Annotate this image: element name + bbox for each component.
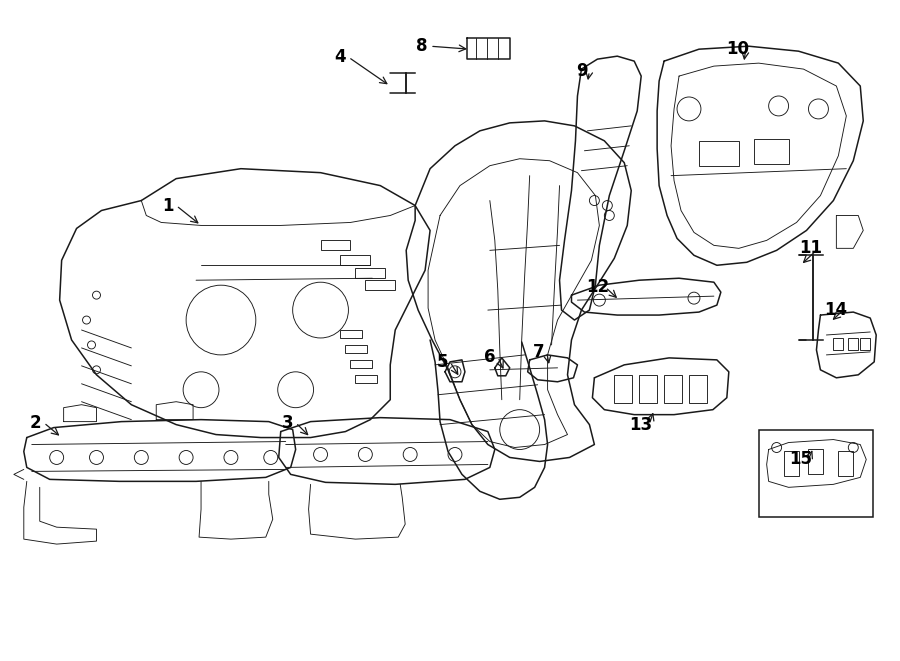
Bar xyxy=(365,280,395,290)
Bar xyxy=(340,255,370,265)
Bar xyxy=(320,241,350,251)
Bar xyxy=(639,375,657,403)
Text: 9: 9 xyxy=(576,62,588,80)
Text: 11: 11 xyxy=(799,239,822,257)
Text: 7: 7 xyxy=(533,343,544,361)
Bar xyxy=(356,268,385,278)
Bar xyxy=(860,338,870,350)
Text: 6: 6 xyxy=(484,348,496,366)
Bar xyxy=(849,338,859,350)
Bar xyxy=(753,139,788,164)
Bar xyxy=(839,451,853,477)
Bar xyxy=(689,375,706,403)
Text: 8: 8 xyxy=(417,37,428,56)
Bar xyxy=(350,360,373,368)
Bar xyxy=(808,449,824,475)
Bar xyxy=(699,141,739,166)
Bar xyxy=(664,375,682,403)
Bar xyxy=(784,451,798,477)
Bar xyxy=(615,375,632,403)
Text: 2: 2 xyxy=(30,414,41,432)
Text: 1: 1 xyxy=(162,196,174,215)
Text: 15: 15 xyxy=(789,450,812,469)
Text: 3: 3 xyxy=(282,414,293,432)
Bar xyxy=(833,338,843,350)
Text: 14: 14 xyxy=(824,301,847,319)
Bar xyxy=(356,375,377,383)
Bar xyxy=(759,430,873,517)
Text: 4: 4 xyxy=(335,48,346,66)
Bar xyxy=(340,330,363,338)
Text: 5: 5 xyxy=(436,353,448,371)
Text: 12: 12 xyxy=(586,278,609,296)
Text: 10: 10 xyxy=(726,40,750,58)
Bar xyxy=(346,345,367,353)
Text: 13: 13 xyxy=(630,416,652,434)
